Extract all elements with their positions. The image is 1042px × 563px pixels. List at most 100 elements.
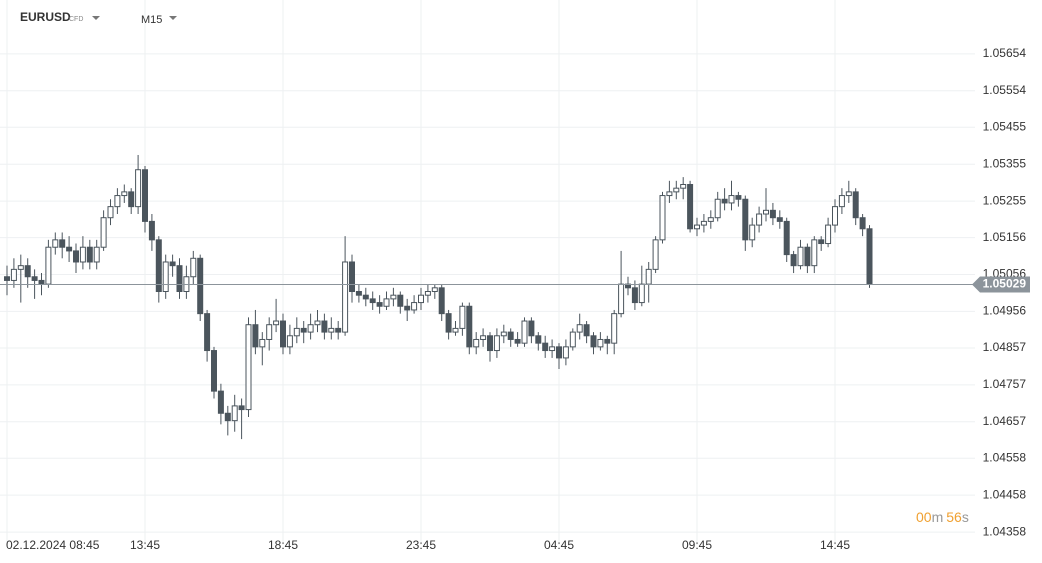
candle-body: [155, 239, 162, 293]
candle-body: [369, 298, 376, 304]
y-tick-label: 1.04358: [983, 524, 1027, 538]
candle-body: [93, 246, 100, 263]
x-tick-label: 04:45: [544, 538, 574, 552]
candle-body: [286, 335, 293, 348]
candle-body: [24, 265, 31, 278]
y-tick-label: 1.05355: [983, 156, 1027, 170]
candle-body: [197, 257, 204, 315]
candle-body: [328, 327, 335, 333]
candle-body: [804, 246, 811, 267]
y-tick-label: 1.04558: [983, 450, 1027, 464]
candle-body: [838, 195, 845, 208]
x-tick-label: 18:45: [268, 538, 298, 552]
candle-body: [307, 324, 314, 333]
candle-body: [252, 324, 259, 348]
y-tick-label: 1.04657: [983, 414, 1027, 428]
candle-body: [148, 220, 155, 241]
candle-body: [618, 283, 625, 315]
candle-body: [680, 183, 687, 189]
candle-body: [707, 217, 714, 222]
candle-body: [652, 239, 659, 270]
candle-body: [280, 320, 286, 348]
candle-body: [169, 261, 176, 267]
candle-body: [473, 338, 480, 348]
candle-body: [687, 183, 694, 230]
candle-body: [659, 195, 666, 241]
candle-body: [404, 305, 411, 311]
x-tick-label: 14:45: [820, 538, 850, 552]
dropdown-arrow: [169, 16, 177, 20]
y-tick-label: 1.04956: [983, 304, 1027, 318]
candle-body: [293, 327, 300, 337]
candle-body: [390, 294, 397, 300]
candle-body: [459, 305, 466, 329]
x-tick-label: 02.12.2024 08:45: [6, 538, 100, 552]
candle-body: [721, 198, 728, 204]
candle-body: [259, 338, 266, 348]
candle-body: [300, 327, 307, 333]
candle-body: [73, 250, 79, 263]
countdown: 00m 56s: [916, 509, 969, 525]
symbol: EURUSD: [20, 10, 71, 24]
candle-body: [176, 265, 183, 293]
candle-body: [59, 239, 66, 248]
candle-body: [542, 342, 549, 352]
candle-body: [797, 246, 804, 267]
candle-body: [245, 324, 252, 411]
candle-body: [321, 320, 328, 333]
candle-body: [480, 335, 487, 340]
candle-body: [217, 390, 224, 414]
y-tick-label: 1.04757: [983, 377, 1027, 391]
y-tick-label: 1.05654: [983, 46, 1027, 60]
candle-body: [452, 327, 459, 333]
candle-body: [487, 335, 493, 352]
candle-body: [376, 302, 383, 307]
y-tick-label: 1.04857: [983, 340, 1027, 354]
candle-body: [335, 327, 342, 333]
candle-body: [100, 217, 107, 248]
candle-body: [31, 276, 38, 281]
candle-body: [121, 191, 128, 197]
candle-body: [597, 338, 604, 348]
candle-body: [114, 195, 121, 208]
candle-body: [17, 265, 24, 270]
candle-body: [142, 169, 148, 222]
candle-body: [493, 335, 500, 352]
x-tick-label: 09:45: [682, 538, 712, 552]
candle-body: [528, 320, 535, 337]
last-price-label: 1.05029: [983, 277, 1027, 291]
countdown-unit: m: [932, 509, 944, 525]
candle-body: [818, 239, 825, 245]
candle-body: [562, 346, 569, 359]
candle-body: [549, 346, 556, 352]
candle-body: [162, 261, 169, 293]
countdown-unit: s: [962, 509, 969, 525]
candle-body: [231, 405, 238, 422]
plot: 1.05654 1.05554 1.05455 1.05355 1.05255 1.051…: [0, 0, 1030, 552]
candle-body: [224, 412, 231, 422]
candle-body: [742, 198, 749, 241]
candle-body: [645, 268, 652, 285]
last-price-tag: [972, 276, 1030, 293]
candle-body: [556, 346, 562, 359]
candle-body: [728, 195, 735, 204]
y-tick-label: 1.04458: [983, 487, 1027, 501]
candle-body: [86, 246, 93, 263]
timeframe-selector[interactable]: M15: [141, 14, 177, 26]
symbol-selector[interactable]: EURUSD CFD: [20, 10, 100, 24]
candle-body: [411, 302, 418, 311]
candle-body: [10, 268, 17, 281]
dropdown-arrow: [92, 16, 100, 20]
candle-body: [590, 335, 597, 348]
candle-body: [604, 338, 611, 344]
y-tick-label: 1.05554: [983, 83, 1027, 97]
candle-body: [535, 335, 542, 344]
candle-body: [638, 283, 645, 304]
candle-body: [204, 313, 211, 352]
candle-body: [845, 191, 852, 197]
candle-body: [763, 209, 769, 215]
candle-body: [776, 217, 783, 222]
x-tick-label: 23:45: [406, 538, 436, 552]
candle-body: [852, 191, 859, 219]
